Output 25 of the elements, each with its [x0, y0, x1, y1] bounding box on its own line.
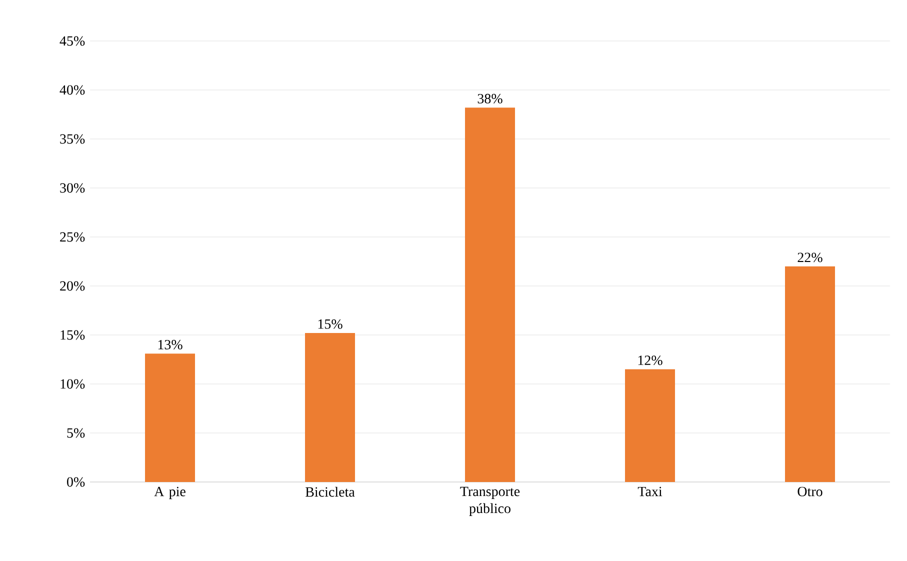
data-label: 15%: [318, 319, 342, 329]
y-tick-label: 40%: [60, 85, 85, 95]
y-tick-label: 45%: [60, 36, 85, 46]
x-tick-label: A pie: [154, 486, 186, 500]
data-label: 13%: [158, 340, 182, 350]
data-label: 38%: [478, 94, 502, 104]
bar: [465, 108, 516, 482]
y-tick-label: 35%: [60, 134, 85, 144]
bar: [625, 369, 675, 482]
y-tick-label: 15%: [60, 330, 85, 340]
y-tick-label: 0%: [67, 477, 85, 487]
bar: [305, 333, 356, 482]
x-tick-label: Taxi: [638, 486, 662, 496]
x-tick-label: Otro: [798, 486, 822, 496]
x-tick-label: Bicicleta: [306, 486, 355, 497]
data-label: 22%: [798, 252, 822, 262]
y-tick-label: 25%: [60, 232, 85, 242]
x-tick-label: Transporte público: [460, 486, 520, 516]
y-tick-label: 30%: [60, 183, 85, 193]
y-tick-label: 10%: [60, 379, 85, 389]
y-tick-label: 20%: [60, 281, 85, 291]
y-tick-label: 5%: [67, 428, 85, 438]
data-label: 12%: [638, 356, 662, 366]
bar: [785, 266, 835, 482]
bar: [145, 354, 196, 482]
